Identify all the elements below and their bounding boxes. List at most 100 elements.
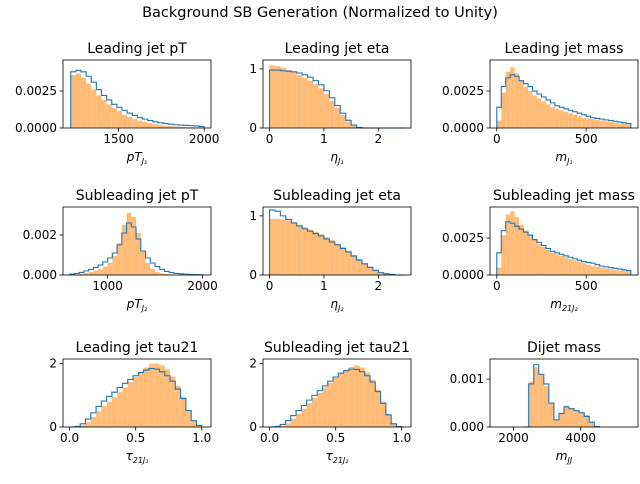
hist-bar bbox=[595, 120, 599, 128]
hist-bar bbox=[549, 403, 554, 427]
hist-bar bbox=[559, 256, 563, 275]
hist-bar bbox=[291, 223, 296, 275]
hist-bar bbox=[573, 260, 577, 275]
x-tick-label: 4000 bbox=[566, 431, 597, 445]
hist-bar bbox=[537, 244, 541, 275]
hist-bar bbox=[510, 67, 514, 128]
x-axis-label: pTJ₂ bbox=[126, 297, 148, 313]
hist-bar bbox=[577, 116, 581, 128]
x-tick-label: 2000 bbox=[189, 132, 220, 146]
chart-title: Subleading jet tau21 bbox=[264, 340, 410, 356]
hist-bar bbox=[528, 235, 532, 275]
hist-bar bbox=[528, 91, 532, 128]
hist-bar bbox=[285, 423, 290, 427]
hist-bar bbox=[357, 259, 362, 275]
hist-bar bbox=[569, 408, 574, 427]
hist-bar bbox=[286, 221, 291, 275]
x-axis-label: τ21J₁ bbox=[126, 449, 149, 465]
figure-title: Background SB Generation (Normalized to … bbox=[142, 5, 498, 21]
hist-bar bbox=[165, 369, 170, 427]
hist-bar bbox=[102, 100, 107, 128]
hist-bar bbox=[617, 124, 621, 128]
hist-bar bbox=[158, 125, 163, 128]
hist-bar bbox=[333, 378, 338, 427]
hist-bar bbox=[307, 403, 312, 427]
hist-bar bbox=[568, 259, 572, 275]
hist-bar bbox=[559, 413, 564, 427]
hist-bar bbox=[519, 81, 523, 128]
x-axis-label-main: m bbox=[556, 449, 568, 463]
hist-bar bbox=[324, 94, 329, 128]
hist-bar bbox=[103, 267, 108, 275]
x-tick-label: 0.5 bbox=[326, 431, 345, 445]
hist-bar bbox=[497, 268, 501, 275]
x-tick-label: 0 bbox=[266, 132, 274, 146]
x-tick-label: 1 bbox=[320, 132, 328, 146]
x-tick-label: 2 bbox=[375, 279, 383, 293]
hist-bar bbox=[280, 68, 285, 128]
y-tick-label: 0 bbox=[249, 420, 257, 434]
hist-bar bbox=[340, 247, 345, 275]
y-tick-label: 0.0025 bbox=[442, 231, 484, 245]
y-tick-label: 0.0000 bbox=[15, 121, 57, 135]
hist-bar bbox=[609, 269, 613, 275]
hist-bar bbox=[101, 406, 106, 427]
hist-bar bbox=[515, 73, 519, 128]
y-tick-label: 1 bbox=[249, 209, 257, 223]
x-tick-label: 2 bbox=[375, 132, 383, 146]
hist-bar bbox=[591, 266, 595, 275]
hist-bar bbox=[534, 367, 539, 427]
hist-bar bbox=[386, 414, 391, 427]
hist-bar bbox=[346, 122, 351, 129]
chart-title: Subleading jet mass bbox=[493, 188, 635, 204]
y-tick-label: 0.000 bbox=[23, 268, 57, 282]
hist-bar bbox=[550, 253, 554, 275]
hist-bar bbox=[335, 244, 340, 275]
hist-bar bbox=[175, 386, 180, 427]
hist-bar bbox=[150, 269, 155, 275]
hist-bar bbox=[329, 240, 334, 275]
hist-bar bbox=[381, 402, 386, 427]
hist-bar bbox=[127, 213, 132, 275]
hist-bar bbox=[322, 387, 327, 427]
chart-title: Dijet mass bbox=[527, 340, 601, 356]
hist-bar bbox=[617, 271, 621, 275]
hist-bar bbox=[122, 387, 127, 427]
x-axis-label-subscript: 21J₂ bbox=[562, 304, 579, 313]
x-axis-label: ηJ₂ bbox=[330, 297, 344, 313]
hist-bar bbox=[524, 87, 528, 128]
hist-bar bbox=[148, 123, 153, 128]
x-axis-label: mJJ bbox=[556, 449, 573, 465]
hist-bar bbox=[141, 251, 146, 275]
hist-bar bbox=[112, 397, 117, 427]
hist-bar bbox=[117, 243, 122, 275]
hist-bar bbox=[93, 271, 98, 275]
hist-bar bbox=[108, 263, 113, 275]
hist-bar bbox=[600, 121, 604, 128]
hist-bar bbox=[622, 271, 626, 275]
x-axis-label-subscript: J₁ bbox=[140, 157, 148, 166]
chart-title: Subleading jet pT bbox=[76, 188, 199, 204]
hist-bar bbox=[127, 117, 132, 128]
x-tick-label: 2000 bbox=[498, 431, 529, 445]
hist-bar bbox=[519, 225, 523, 275]
x-axis-label-subscript: J₂ bbox=[140, 304, 148, 313]
x-axis-label: mJ₁ bbox=[555, 150, 572, 166]
x-tick-label: 0 bbox=[266, 279, 274, 293]
hist-bar bbox=[501, 93, 505, 128]
hist-bar bbox=[275, 219, 280, 275]
hist-bar bbox=[107, 402, 112, 427]
hist-bar bbox=[595, 267, 599, 275]
hist-bar bbox=[554, 420, 559, 427]
hist-bar bbox=[319, 88, 324, 128]
x-tick-label: 0.5 bbox=[126, 431, 145, 445]
hist-bar bbox=[351, 255, 356, 275]
hist-bar bbox=[128, 382, 133, 427]
x-axis-label-subscript: 21J₂ bbox=[333, 456, 350, 465]
hist-bar bbox=[308, 229, 313, 275]
hist-bar bbox=[71, 75, 76, 128]
hist-bar bbox=[568, 113, 572, 128]
x-axis-label-subscript: J₂ bbox=[336, 304, 344, 313]
hist-bar bbox=[170, 376, 175, 427]
